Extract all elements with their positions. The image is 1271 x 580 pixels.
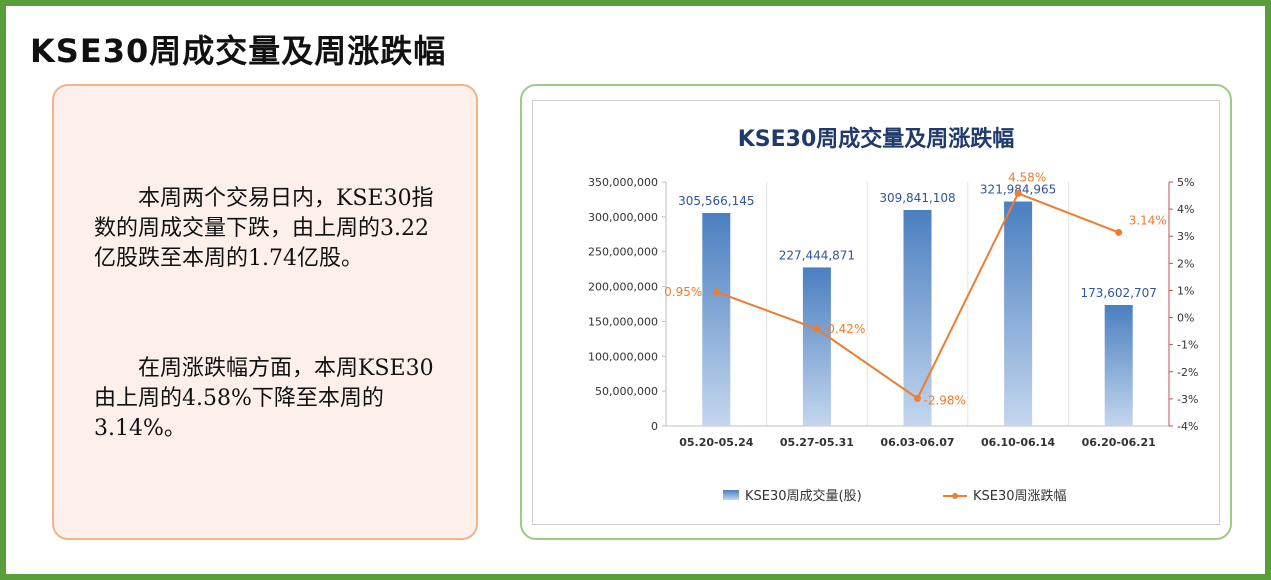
right-tick-label: 3% bbox=[1177, 230, 1194, 243]
right-tick-label: 2% bbox=[1177, 257, 1194, 270]
chart-panel: KSE30周成交量及周涨跌幅 0 50,000,000 100,000,000 150… bbox=[520, 84, 1232, 540]
volume-bar-label: 321,984,965 bbox=[980, 183, 1056, 197]
combo-chart: 0 50,000,000 100,000,000 150,000,000 200,000… bbox=[588, 170, 1198, 504]
change-point-label: 4.58% bbox=[1008, 170, 1046, 184]
legend-volume-label: KSE30周成交量(股) bbox=[745, 488, 862, 504]
volume-bar bbox=[1004, 201, 1033, 426]
volume-bar bbox=[903, 209, 932, 426]
right-tick-label: 1% bbox=[1177, 284, 1194, 297]
right-tick-label: -3% bbox=[1177, 393, 1198, 406]
x-tick-label: 05.20-05.24 bbox=[679, 436, 753, 449]
volume-bar-label: 227,444,871 bbox=[779, 248, 855, 262]
left-tick-label: 0 bbox=[651, 420, 658, 433]
change-point-label: -0.42% bbox=[823, 322, 865, 336]
change-point bbox=[712, 288, 720, 296]
left-tick-label: 50,000,000 bbox=[595, 385, 658, 398]
volume-bar bbox=[802, 267, 831, 426]
x-tick-label: 05.27-05.31 bbox=[780, 436, 854, 449]
change-point-label: -2.98% bbox=[924, 393, 966, 407]
volume-bar-label: 309,841,108 bbox=[879, 191, 955, 205]
left-tick-label: 350,000,000 bbox=[588, 176, 658, 189]
right-tick-label: 4% bbox=[1177, 203, 1194, 216]
left-tick-label: 250,000,000 bbox=[588, 246, 658, 259]
x-tick-label: 06.10-06.14 bbox=[981, 436, 1055, 449]
volume-bar-label: 305,566,145 bbox=[678, 194, 754, 208]
right-tick-label: -1% bbox=[1177, 339, 1198, 352]
legend-change-marker bbox=[952, 493, 958, 499]
volume-bar bbox=[1104, 304, 1133, 426]
summary-paragraph-volume: 本周两个交易日内，KSE30指数的周成交量下跌，由上周的3.22亿股跌至本周的1… bbox=[94, 186, 434, 271]
right-tick-label: -4% bbox=[1177, 420, 1198, 433]
left-tick-label: 200,000,000 bbox=[588, 281, 658, 294]
left-tick-label: 100,000,000 bbox=[588, 350, 658, 363]
page-title: KSE30周成交量及周涨跌幅 bbox=[30, 32, 447, 70]
chart-area: KSE30周成交量及周涨跌幅 0 50,000,000 100,000,000 150… bbox=[532, 100, 1220, 525]
chart-title: KSE30周成交量及周涨跌幅 bbox=[737, 127, 1015, 152]
volume-bar bbox=[702, 212, 731, 426]
volume-bar-label: 173,602,707 bbox=[1081, 286, 1157, 300]
change-point bbox=[813, 325, 821, 333]
right-tick-label: -2% bbox=[1177, 366, 1198, 379]
change-point bbox=[1014, 189, 1022, 197]
left-tick-label: 150,000,000 bbox=[588, 315, 658, 328]
change-point-label: 0.95% bbox=[664, 285, 702, 299]
change-point-label: 3.14% bbox=[1129, 213, 1167, 227]
change-point bbox=[914, 394, 921, 402]
change-point bbox=[1115, 228, 1123, 236]
left-tick-label: 300,000,000 bbox=[588, 211, 658, 224]
summary-paragraph-change: 在周涨跌幅方面，本周KSE30由上周的4.58%下降至本周的3.14%。 bbox=[94, 356, 434, 441]
right-tick-label: 0% bbox=[1177, 312, 1194, 325]
x-tick-label: 06.20-06.21 bbox=[1082, 436, 1156, 449]
legend-volume-swatch bbox=[723, 490, 739, 500]
legend-change-label: KSE30周涨跌幅 bbox=[973, 488, 1067, 504]
right-tick-label: 5% bbox=[1177, 176, 1194, 189]
x-tick-label: 06.03-06.07 bbox=[880, 436, 954, 449]
summary-panel: 本周两个交易日内，KSE30指数的周成交量下跌，由上周的3.22亿股跌至本周的1… bbox=[52, 84, 478, 540]
